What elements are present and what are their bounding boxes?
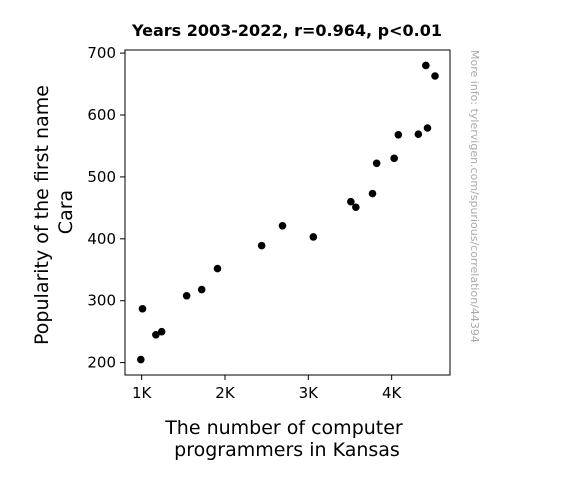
data-point — [422, 61, 430, 70]
y-tick-label: 700 — [87, 44, 116, 62]
data-point — [368, 189, 377, 198]
chart-title: Years 2003-2022, r=0.964, p<0.01 — [131, 21, 442, 40]
y-tick-label: 600 — [87, 106, 116, 124]
x-tick-label: 3K — [299, 384, 320, 402]
y-tick-label: 400 — [87, 230, 116, 248]
y-tick-label: 500 — [87, 168, 116, 186]
x-tick-label: 4K — [382, 384, 403, 402]
data-point — [257, 241, 266, 250]
data-point — [197, 285, 206, 294]
data-point — [390, 154, 398, 163]
data-points — [137, 61, 439, 364]
data-point — [372, 159, 381, 168]
data-point — [423, 124, 432, 132]
data-point — [137, 355, 145, 364]
x-axis: 1K 2K 3K 4K — [132, 375, 403, 402]
data-point — [394, 131, 403, 139]
x-axis-label: The number of computer programmers in Ka… — [164, 417, 409, 461]
data-point — [309, 233, 318, 241]
y-axis-label: Popularity of the first name Cara — [31, 79, 77, 345]
data-point — [352, 203, 360, 212]
data-point — [152, 330, 160, 339]
data-point — [431, 72, 439, 80]
y-axis: 200 300 400 500 600 700 — [87, 44, 125, 372]
data-point — [278, 222, 287, 230]
y-axis-label-line-1: Popularity of the first name — [31, 85, 53, 345]
data-point — [138, 304, 147, 313]
y-axis-label-line-2: Cara — [55, 190, 77, 234]
data-point — [213, 264, 222, 273]
data-point — [157, 327, 166, 336]
source-note: More info: tylervigen.com/spurious/corre… — [468, 50, 481, 343]
x-axis-label-line-1: The number of computer — [164, 417, 403, 439]
x-axis-label-line-2: programmers in Kansas — [174, 439, 400, 461]
x-tick-label: 1K — [132, 384, 153, 402]
plot-area — [124, 49, 451, 376]
data-point — [347, 197, 355, 206]
y-tick-label: 200 — [87, 354, 116, 372]
data-point — [414, 130, 423, 138]
data-point — [182, 291, 191, 300]
x-tick-label: 2K — [215, 384, 236, 402]
y-tick-label: 300 — [87, 292, 116, 310]
